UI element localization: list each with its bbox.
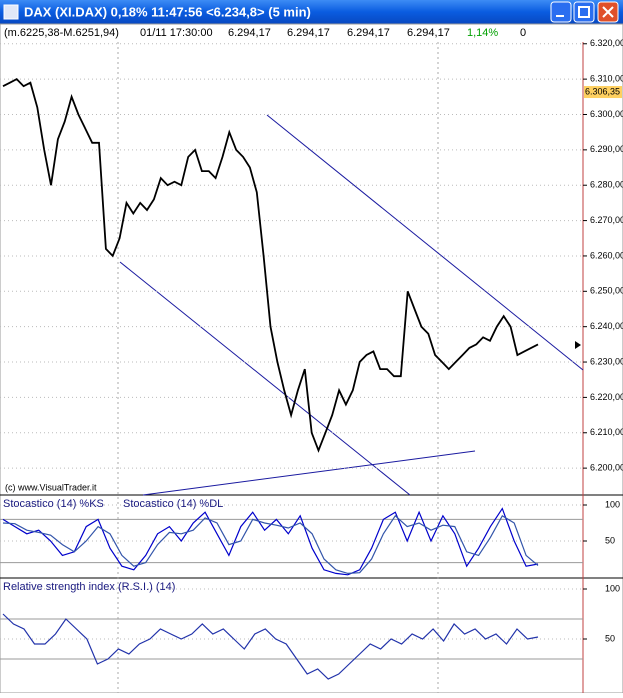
last-value-label: 6.306,35 bbox=[585, 86, 620, 96]
info-row: (m.6225,38-M.6251,94) 01/11 17:30:00 6.294… bbox=[4, 27, 526, 39]
window-buttons[interactable] bbox=[550, 1, 619, 23]
maximize-icon bbox=[578, 6, 590, 18]
y-axis: 50 100 bbox=[605, 499, 620, 545]
y-tick-label: 6.310,00 bbox=[590, 74, 623, 84]
close-icon bbox=[602, 6, 614, 18]
window-title: DAX (XI.DAX) 0,18% 11:47:56 <6.234,8> (5… bbox=[24, 4, 311, 19]
y-tick-label: 100 bbox=[605, 583, 620, 593]
info-text: 6.294,17 bbox=[287, 27, 330, 39]
y-tick-label: 6.200,00 bbox=[590, 462, 623, 472]
y-tick-label: 6.210,00 bbox=[590, 427, 623, 437]
info-text: 6.294,17 bbox=[228, 27, 271, 39]
last-value-box bbox=[584, 86, 622, 99]
series-line bbox=[2, 77, 539, 453]
info-text: 01/11 17:30:00 bbox=[140, 27, 213, 39]
info-text: (m.6225,38-M.6251,94) bbox=[4, 27, 119, 39]
window-icon bbox=[3, 4, 19, 20]
y-tick-label: 6.270,00 bbox=[590, 215, 623, 225]
trend-line bbox=[266, 114, 584, 371]
y-tick-label: 6.250,00 bbox=[590, 286, 623, 296]
trend-line bbox=[142, 450, 476, 496]
y-tick-label: 100 bbox=[605, 499, 620, 509]
series-line bbox=[2, 507, 539, 576]
series-label: Stocastico (14) %KS bbox=[3, 498, 104, 510]
info-text: 6.294,17 bbox=[407, 27, 450, 39]
chart-area bbox=[0, 23, 623, 694]
y-axis: 6.200,00 6.210,00 6.220,00 6.230,00 6.240,00… bbox=[590, 38, 623, 472]
info-text: 1,14% bbox=[467, 27, 498, 39]
last-price-arrow bbox=[575, 341, 581, 349]
trend-line bbox=[119, 261, 411, 496]
y-tick-label: 6.300,00 bbox=[590, 109, 623, 119]
minimize-button[interactable] bbox=[550, 1, 572, 23]
credit: (c) www.VisualTrader.it bbox=[5, 482, 97, 492]
y-tick-label: 6.220,00 bbox=[590, 392, 623, 402]
y-tick-label: 6.290,00 bbox=[590, 144, 623, 154]
maximize-button[interactable] bbox=[573, 1, 595, 23]
y-tick-label: 6.280,00 bbox=[590, 180, 623, 190]
series-label: Relative strength index (R.S.I.) (14) bbox=[3, 581, 175, 593]
series-label: Stocastico (14) %DL bbox=[123, 498, 223, 510]
y-tick-label: 6.320,00 bbox=[590, 38, 623, 48]
series-line bbox=[2, 613, 539, 680]
info-text: 6.294,17 bbox=[347, 27, 390, 39]
y-tick-label: 50 bbox=[605, 535, 615, 545]
y-tick-label: 6.240,00 bbox=[590, 321, 623, 331]
series-line bbox=[2, 514, 539, 575]
y-axis: 50 100 bbox=[605, 583, 620, 643]
y-tick-label: 6.230,00 bbox=[590, 356, 623, 366]
info-text: 0 bbox=[520, 27, 526, 39]
y-tick-label: 6.260,00 bbox=[590, 250, 623, 260]
y-tick-label: 50 bbox=[605, 633, 615, 643]
title-bar bbox=[0, 0, 623, 24]
